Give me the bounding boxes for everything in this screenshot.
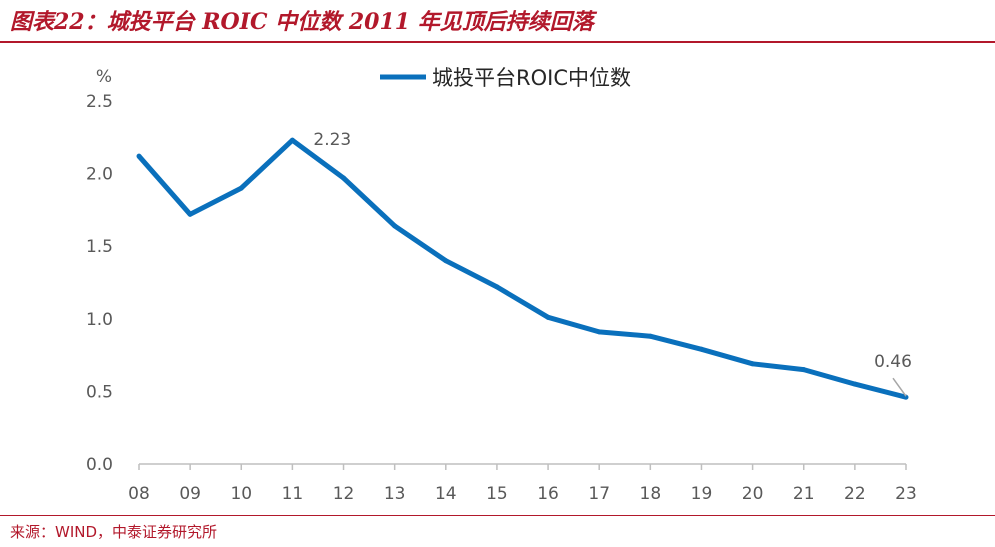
x-tick-label: 20 bbox=[742, 484, 764, 504]
data-point bbox=[341, 175, 347, 181]
y-tick-label: 0.0 bbox=[86, 455, 113, 475]
series-layer bbox=[136, 137, 909, 400]
title-rule bbox=[0, 41, 995, 43]
data-point bbox=[647, 333, 653, 339]
data-point bbox=[596, 329, 602, 335]
data-point bbox=[392, 223, 398, 229]
data-point bbox=[238, 185, 244, 191]
x-tick-label: 18 bbox=[640, 484, 662, 504]
x-axis: 08 09 10 11 12 13 14 15 16 17 18 19 20 21 22 23 bbox=[128, 463, 917, 504]
roic-line-chart: % 城投平台ROIC中位数 0.0 0.5 1.0 1.5 2.0 2.5 08 09 10 1… bbox=[86, 66, 917, 504]
y-tick-label: 1.0 bbox=[86, 310, 113, 330]
x-tick-label: 12 bbox=[333, 484, 355, 504]
data-point bbox=[750, 361, 756, 367]
source-note: 来源：WIND，中泰证券研究所 bbox=[10, 523, 218, 541]
data-point bbox=[289, 137, 295, 143]
data-point bbox=[698, 346, 704, 352]
chart-legend: 城投平台ROIC中位数 bbox=[380, 66, 631, 90]
data-point bbox=[852, 381, 858, 387]
y-axis-unit-label: % bbox=[96, 67, 112, 87]
data-label: 0.46 bbox=[874, 352, 912, 372]
y-tick-label: 2.5 bbox=[86, 92, 113, 112]
source-rule bbox=[0, 515, 995, 516]
data-point bbox=[801, 367, 807, 373]
legend-label: 城投平台ROIC中位数 bbox=[432, 66, 631, 90]
data-point bbox=[545, 314, 551, 320]
x-tick-label: 13 bbox=[384, 484, 406, 504]
figure-title: 图表22：城投平台 ROIC 中位数 2011 年见顶后持续回落 bbox=[10, 9, 594, 35]
y-tick-label: 0.5 bbox=[86, 382, 113, 402]
x-tick-label: 16 bbox=[537, 484, 559, 504]
data-point bbox=[187, 211, 193, 217]
x-tick-label: 17 bbox=[588, 484, 610, 504]
data-labels: 2.23 0.46 bbox=[313, 130, 912, 397]
x-tick-label: 22 bbox=[844, 484, 866, 504]
y-axis-ticks: 0.0 0.5 1.0 1.5 2.0 2.5 bbox=[86, 92, 113, 475]
data-point bbox=[903, 394, 909, 400]
x-tick-label: 11 bbox=[282, 484, 304, 504]
x-tick-label: 23 bbox=[895, 484, 917, 504]
series-line bbox=[137, 137, 907, 400]
data-point bbox=[136, 153, 142, 159]
x-tick-label: 08 bbox=[128, 484, 150, 504]
y-tick-label: 1.5 bbox=[86, 237, 113, 257]
y-tick-label: 2.0 bbox=[86, 165, 113, 185]
x-tick-label: 19 bbox=[691, 484, 713, 504]
data-point bbox=[494, 284, 500, 290]
x-tick-label: 21 bbox=[793, 484, 815, 504]
x-tick-label: 09 bbox=[179, 484, 201, 504]
data-point bbox=[443, 258, 449, 264]
x-tick-label: 10 bbox=[230, 484, 252, 504]
x-tick-label: 15 bbox=[486, 484, 508, 504]
data-label-leader bbox=[892, 377, 907, 397]
data-label: 2.23 bbox=[313, 130, 351, 150]
x-tick-label: 14 bbox=[435, 484, 457, 504]
